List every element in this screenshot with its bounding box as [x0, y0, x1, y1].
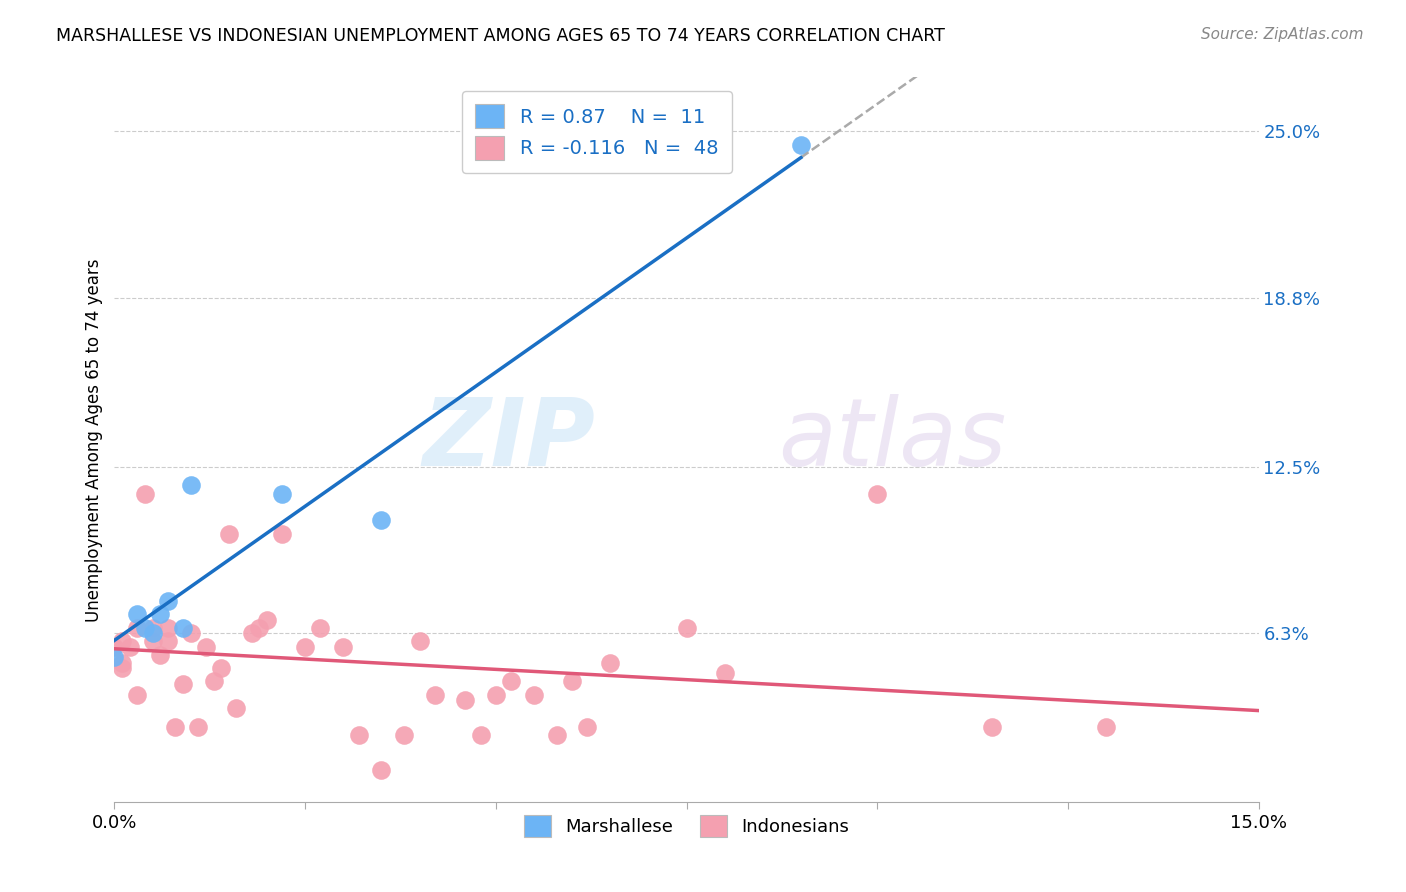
Y-axis label: Unemployment Among Ages 65 to 74 years: Unemployment Among Ages 65 to 74 years — [86, 258, 103, 622]
Text: MARSHALLESE VS INDONESIAN UNEMPLOYMENT AMONG AGES 65 TO 74 YEARS CORRELATION CHA: MARSHALLESE VS INDONESIAN UNEMPLOYMENT A… — [56, 27, 945, 45]
Point — [218, 526, 240, 541]
Point — [347, 728, 370, 742]
Point — [309, 621, 332, 635]
Point — [172, 677, 194, 691]
Point — [111, 661, 134, 675]
Point — [980, 720, 1002, 734]
Point — [408, 634, 430, 648]
Point — [485, 688, 508, 702]
Point — [103, 640, 125, 654]
Point — [499, 674, 522, 689]
Point — [134, 486, 156, 500]
Point — [149, 648, 172, 662]
Point — [271, 526, 294, 541]
Point — [180, 626, 202, 640]
Text: atlas: atlas — [778, 394, 1007, 485]
Point — [370, 513, 392, 527]
Legend: Marshallese, Indonesians: Marshallese, Indonesians — [516, 807, 856, 844]
Point — [546, 728, 568, 742]
Point — [127, 607, 149, 622]
Point — [713, 666, 735, 681]
Point — [599, 656, 621, 670]
Point — [423, 688, 446, 702]
Point — [134, 621, 156, 635]
Point — [141, 621, 163, 635]
Point — [332, 640, 354, 654]
Point — [172, 621, 194, 635]
Point — [118, 640, 141, 654]
Point — [470, 728, 492, 742]
Point — [561, 674, 583, 689]
Point — [194, 640, 217, 654]
Point — [165, 720, 187, 734]
Point — [576, 720, 599, 734]
Point — [394, 728, 416, 742]
Point — [141, 634, 163, 648]
Point — [523, 688, 546, 702]
Point — [127, 688, 149, 702]
Point — [209, 661, 232, 675]
Point — [187, 720, 209, 734]
Point — [1095, 720, 1118, 734]
Point — [256, 613, 278, 627]
Point — [202, 674, 225, 689]
Point — [271, 486, 294, 500]
Point — [111, 656, 134, 670]
Point — [294, 640, 316, 654]
Point — [141, 626, 163, 640]
Point — [240, 626, 263, 640]
Point — [127, 621, 149, 635]
Text: Source: ZipAtlas.com: Source: ZipAtlas.com — [1201, 27, 1364, 42]
Point — [156, 634, 179, 648]
Point — [225, 701, 247, 715]
Point — [111, 634, 134, 648]
Point — [247, 621, 270, 635]
Point — [370, 763, 392, 777]
Point — [149, 607, 172, 622]
Point — [156, 594, 179, 608]
Text: ZIP: ZIP — [422, 394, 595, 486]
Point — [675, 621, 697, 635]
Point — [790, 137, 813, 152]
Point — [156, 621, 179, 635]
Point — [180, 478, 202, 492]
Point — [103, 650, 125, 665]
Point — [866, 486, 889, 500]
Point — [454, 693, 477, 707]
